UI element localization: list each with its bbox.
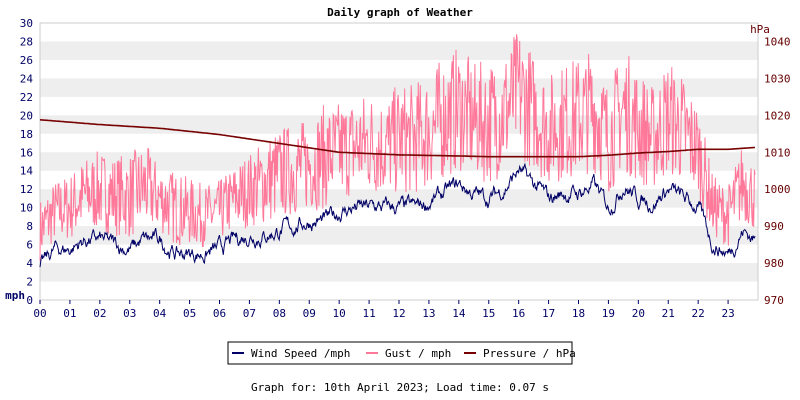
x-axis-tick-label: 13 [422, 307, 435, 320]
x-axis-tick-label: 07 [243, 307, 256, 320]
gust-series-line [39, 34, 756, 261]
right-axis-tick-label: 1030 [764, 72, 791, 85]
wind-speed-series-line [39, 162, 756, 268]
grid-band [40, 263, 758, 282]
left-axis-tick-label: 20 [20, 109, 33, 122]
left-axis-tick-label: 28 [20, 35, 33, 48]
right-axis-tick-label: 1020 [764, 109, 791, 122]
right-axis-tick-label: 1010 [764, 146, 791, 159]
x-axis-tick-label: 06 [213, 307, 226, 320]
legend-box [227, 341, 573, 365]
x-axis-tick-label: 04 [153, 307, 167, 320]
x-axis-tick-label: 00 [33, 307, 46, 320]
right-axis-tick-label: 990 [764, 220, 784, 233]
left-axis-tick-label: 26 [20, 54, 33, 67]
x-axis-tick-label: 14 [452, 307, 466, 320]
plot-series [39, 34, 756, 268]
x-axis-tick-label: 08 [273, 307, 286, 320]
x-axis-tick-label: 22 [692, 307, 705, 320]
left-axis-tick-label: 18 [20, 128, 33, 141]
x-axis-tick-label: 01 [63, 307, 76, 320]
right-axis-unit-label: hPa [750, 23, 770, 36]
left-axis-unit-label: mph [5, 289, 25, 302]
left-axis-tick-label: 22 [20, 91, 33, 104]
left-axis-tick-label: 0 [26, 294, 33, 307]
x-axis-tick-label: 09 [303, 307, 316, 320]
x-axis-tick-label: 17 [542, 307, 555, 320]
right-axis-tick-label: 970 [764, 294, 784, 307]
grid-band [40, 78, 758, 97]
left-axis-tick-label: 2 [26, 276, 33, 289]
left-axis-tick-label: 24 [20, 72, 34, 85]
x-axis-tick-label: 21 [662, 307, 675, 320]
left-axis-tick-label: 6 [26, 239, 33, 252]
legend-label: Pressure / hPa [483, 347, 576, 360]
left-axis-tick-label: 16 [20, 146, 33, 159]
footer-caption: Graph for: 10th April 2023; Load time: 0… [251, 381, 549, 394]
x-axis-tick-label: 10 [333, 307, 346, 320]
right-axis-tick-label: 1040 [764, 35, 791, 48]
left-axis-tick-label: 4 [26, 257, 33, 270]
left-axis-tick-label: 14 [20, 165, 34, 178]
chart-title: Daily graph of Weather [327, 6, 473, 19]
x-axis-tick-label: 16 [512, 307, 525, 320]
left-axis-tick-label: 30 [20, 17, 33, 30]
x-axis-tick-label: 20 [632, 307, 645, 320]
x-axis-tick-label: 12 [392, 307, 405, 320]
legend: Wind Speed /mph Gust / mph Pressure / hPa [227, 341, 576, 365]
right-axis-tick-label: 1000 [764, 183, 791, 196]
pressure-series-line [39, 119, 756, 158]
left-axis-tick-label: 8 [26, 220, 33, 233]
x-axis-tick-label: 11 [362, 307, 375, 320]
legend-label: Gust / mph [385, 347, 451, 360]
left-axis-tick-label: 12 [20, 183, 33, 196]
chart-axes: mph hPa 02468101214161820222426283097098… [5, 17, 790, 320]
grid-band [40, 41, 758, 60]
x-axis-tick-label: 19 [602, 307, 615, 320]
x-axis-tick-label: 05 [183, 307, 196, 320]
x-axis-tick-label: 23 [721, 307, 734, 320]
legend-label: Wind Speed /mph [251, 347, 350, 360]
x-axis-tick-label: 02 [93, 307, 106, 320]
x-axis-tick-label: 18 [572, 307, 585, 320]
left-axis-tick-label: 10 [20, 202, 33, 215]
x-axis-tick-label: 03 [123, 307, 136, 320]
grid-band [40, 226, 758, 245]
right-axis-tick-label: 980 [764, 257, 784, 270]
x-axis-tick-label: 15 [482, 307, 495, 320]
